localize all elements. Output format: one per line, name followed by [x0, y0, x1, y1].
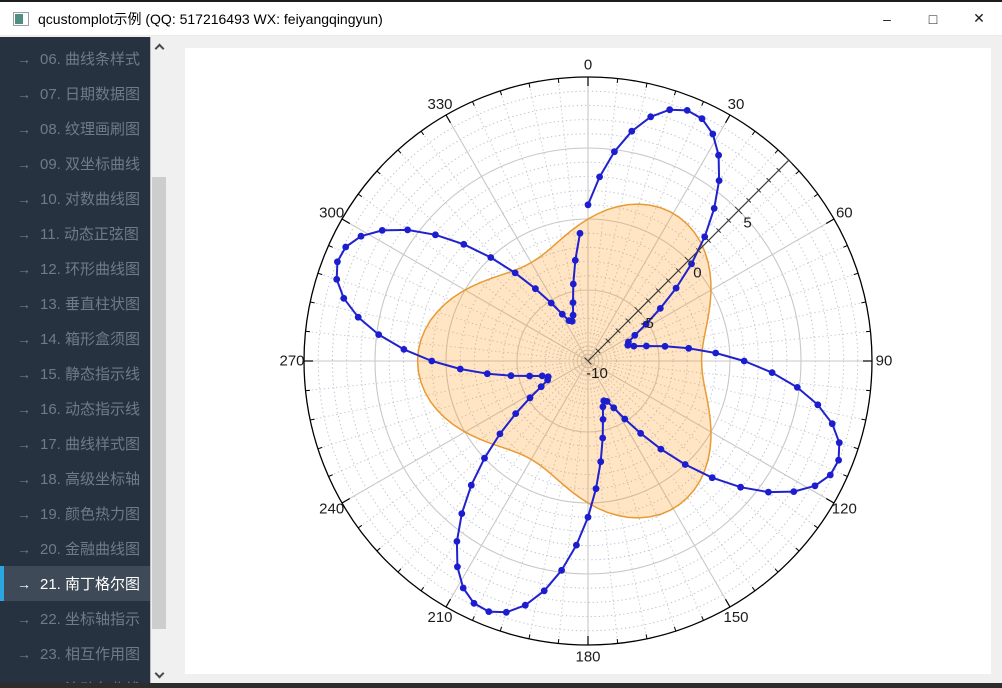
sidebar-item[interactable]: → 14. 箱形盒须图	[0, 321, 150, 356]
sidebar-item[interactable]: → 06. 曲线条样式	[0, 41, 150, 76]
sidebar-item-label: 09. 双坐标曲线	[40, 156, 141, 173]
scrollbar-thumb[interactable]	[152, 177, 166, 629]
sidebar-item[interactable]: → 22. 坐标轴指示	[0, 601, 150, 636]
arrow-icon: →	[17, 435, 31, 452]
arrow-icon: →	[17, 260, 31, 277]
arrow-icon: →	[17, 120, 31, 137]
sidebar-item[interactable]: → 15. 静态指示线	[0, 356, 150, 391]
angular-tick-label: 30	[728, 96, 745, 113]
sidebar-item-label: 21. 南丁格尔图	[40, 576, 141, 593]
sidebar-item[interactable]: → 09. 双坐标曲线	[0, 146, 150, 181]
sidebar-item-label: 13. 垂直柱状图	[40, 296, 141, 313]
angular-labels: 0 30 60 90 120 150 180 210 240 270 300 330	[279, 57, 892, 666]
arrow-icon: →	[17, 85, 31, 102]
arrow-icon: →	[17, 190, 31, 207]
sidebar-item-label: 08. 纹理画刷图	[40, 121, 141, 138]
angular-tick-label: 60	[836, 205, 853, 222]
sidebar-item[interactable]: → 19. 颜色热力图	[0, 496, 150, 531]
sidebar-item-label: 10. 对数曲线图	[40, 191, 141, 208]
sidebar-item-label: 15. 静态指示线	[40, 366, 141, 383]
angular-tick-label: 270	[279, 353, 304, 370]
sidebar-menu: → 06. 曲线条样式 → 07. 日期数据图 → 08. 纹理画刷图 → 09. 双坐标曲线…	[0, 37, 167, 685]
arrow-icon: →	[17, 505, 31, 522]
sidebar-item[interactable]: → 13. 垂直柱状图	[0, 286, 150, 321]
radial-axis: -10 -5 0 5	[584, 156, 793, 382]
sidebar-item[interactable]: → 08. 纹理画刷图	[0, 111, 150, 146]
sidebar-item[interactable]: → 12. 环形曲线图	[0, 251, 150, 286]
arrow-icon: →	[17, 681, 31, 686]
selected-accent-bar	[0, 566, 4, 601]
arrow-icon: →	[17, 330, 31, 347]
radial-tick-label: 5	[743, 214, 751, 231]
arrow-icon: →	[17, 365, 31, 382]
scroll-down-button[interactable]	[151, 665, 167, 685]
angular-tick-label: 120	[832, 501, 857, 518]
radial-tick-label: -10	[586, 365, 608, 382]
arrow-icon: →	[17, 400, 31, 417]
angular-tick-label: 300	[319, 205, 344, 222]
sidebar-item-label: 14. 箱形盒须图	[40, 331, 141, 348]
sidebar-item[interactable]: → 10. 对数曲线图	[0, 181, 150, 216]
angular-tick-label: 150	[723, 609, 748, 626]
arrow-icon: →	[17, 470, 31, 487]
arrow-icon: →	[17, 295, 31, 312]
sidebar-item-label: 16. 动态指示线	[40, 401, 141, 418]
arrow-icon: →	[17, 155, 31, 172]
radial-tick-label: -5	[641, 315, 654, 332]
window-title: qcustomplot示例 (QQ: 517216493 WX: feiyang…	[38, 10, 383, 27]
sidebar-item[interactable]: → 23. 相互作用图	[0, 636, 150, 671]
arrow-icon: →	[17, 610, 31, 627]
polar-chart-canvas[interactable]: -10 -5 0 5 0 30 60 90 120 150 180 210 240 270 300 330	[185, 48, 991, 674]
blue-rose-graph-markers	[333, 106, 843, 616]
minimize-button[interactable]: –	[883, 10, 891, 27]
sidebar-item[interactable]: → 17. 曲线样式图	[0, 426, 150, 461]
sidebar-item[interactable]: → 21. 南丁格尔图	[0, 566, 150, 601]
close-button[interactable]: ✕	[973, 10, 985, 26]
arrow-icon: →	[17, 575, 31, 592]
sidebar-item-label: 12. 环形曲线图	[40, 261, 141, 278]
sidebar-item-label: 22. 坐标轴指示	[40, 611, 141, 628]
arrow-icon: →	[17, 50, 31, 67]
app-icon	[13, 11, 29, 26]
angular-tick-label: 90	[876, 353, 893, 370]
maximize-button[interactable]: □	[928, 10, 938, 27]
app-icon-pane	[15, 13, 23, 24]
sidebar-item[interactable]: → 18. 高级坐标轴	[0, 461, 150, 496]
radial-tick-label: 0	[693, 265, 701, 282]
sidebar-item[interactable]: → 20. 金融曲线图	[0, 531, 150, 566]
arrow-icon: →	[17, 645, 31, 662]
background-window-strip	[0, 683, 1002, 688]
chevron-down-icon	[154, 668, 164, 679]
sidebar-scrollbar	[150, 37, 167, 685]
angular-tick-label: 240	[319, 501, 344, 518]
sidebar-item-label: 06. 曲线条样式	[40, 51, 141, 68]
sidebar-item-label: 19. 颜色热力图	[40, 506, 141, 523]
content-area: -10 -5 0 5 0 30 60 90 120 150 180 210 240 270 300 330	[167, 37, 1002, 685]
sidebar-item[interactable]: → 16. 动态指示线	[0, 391, 150, 426]
orange-rose-graph	[416, 203, 712, 519]
sidebar-item-label: 07. 日期数据图	[40, 86, 141, 103]
angular-tick-label: 0	[584, 57, 592, 74]
angular-tick-label: 180	[575, 649, 600, 666]
sidebar-item-label: 11. 动态正弦图	[40, 226, 139, 243]
blue-rose-graph	[335, 108, 841, 614]
arrow-icon: →	[17, 540, 31, 557]
angular-tick-label: 210	[427, 609, 452, 626]
sidebar-item-label: 18. 高级坐标轴	[40, 471, 141, 488]
sidebar-item-label: 20. 金融曲线图	[40, 541, 141, 558]
menu-list: → 06. 曲线条样式 → 07. 日期数据图 → 08. 纹理画刷图 → 09. 双坐标曲线…	[0, 37, 150, 685]
titlebar: qcustomplot示例 (QQ: 517216493 WX: feiyang…	[0, 2, 1002, 36]
chevron-up-icon	[154, 43, 164, 54]
sidebar-item-label: 17. 曲线样式图	[40, 436, 141, 453]
sidebar-item[interactable]: → 07. 日期数据图	[0, 76, 150, 111]
angular-tick-label: 330	[427, 96, 452, 113]
window-controls: – □ ✕	[864, 2, 1002, 35]
sidebar-item-label: 23. 相互作用图	[40, 646, 141, 663]
polar-chart: -10 -5 0 5 0 30 60 90 120 150 180 210 240 270 300 330	[279, 57, 892, 666]
arrow-icon: →	[17, 225, 31, 242]
scroll-up-button[interactable]	[151, 37, 167, 57]
sidebar-item[interactable]: → 11. 动态正弦图	[0, 216, 150, 251]
